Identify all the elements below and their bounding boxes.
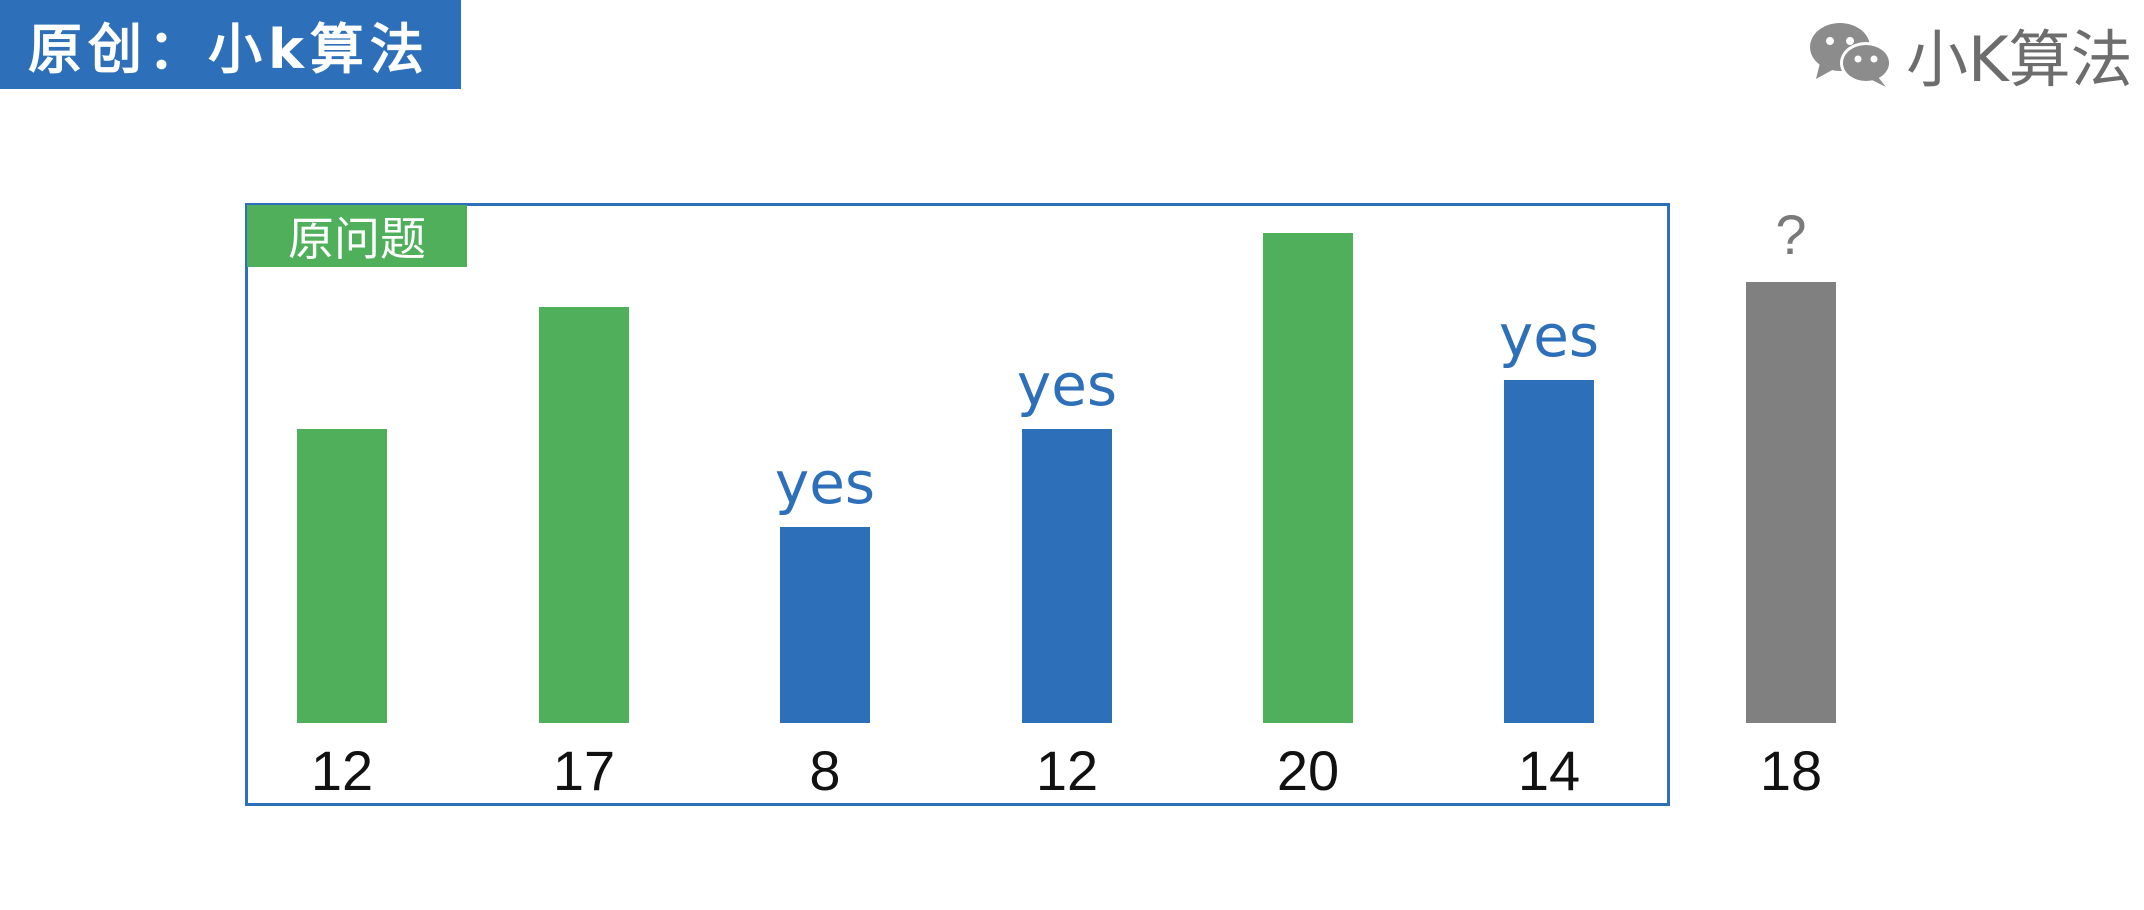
bar-value-label-2: 8 xyxy=(809,739,841,802)
unknown-mark-6: ? xyxy=(1775,203,1807,266)
bar-4 xyxy=(1263,233,1353,723)
bar-value-label-1: 17 xyxy=(552,739,616,802)
brand-logo: 小K算法 xyxy=(1806,18,2133,96)
bar-1 xyxy=(539,306,629,723)
wechat-icon xyxy=(1810,23,1892,87)
bar-value-label-5: 14 xyxy=(1517,739,1581,802)
banner-title: 原创：小k算法 xyxy=(28,18,430,81)
yes-mark-3: yes xyxy=(1016,351,1118,419)
frame-label: 原问题 xyxy=(247,205,467,267)
brand-name: 小K算法 xyxy=(1906,23,2133,96)
yes-mark-2: yes xyxy=(774,449,876,517)
bar-value-label-4: 20 xyxy=(1276,739,1340,802)
original-problem-frame xyxy=(245,203,1670,806)
bar-value-label-6: 18 xyxy=(1759,739,1823,802)
bar-6 xyxy=(1746,282,1836,723)
yes-mark-5: yes xyxy=(1498,302,1600,370)
bar-3 xyxy=(1022,429,1112,723)
frame-label-text: 原问题 xyxy=(288,212,426,266)
bar-0 xyxy=(297,429,387,723)
title-banner: 原创：小k算法 xyxy=(0,0,461,89)
bar-value-label-3: 12 xyxy=(1035,739,1099,802)
bar-5 xyxy=(1504,380,1594,723)
bar-value-label-0: 12 xyxy=(310,739,374,802)
bar-2 xyxy=(780,527,870,723)
